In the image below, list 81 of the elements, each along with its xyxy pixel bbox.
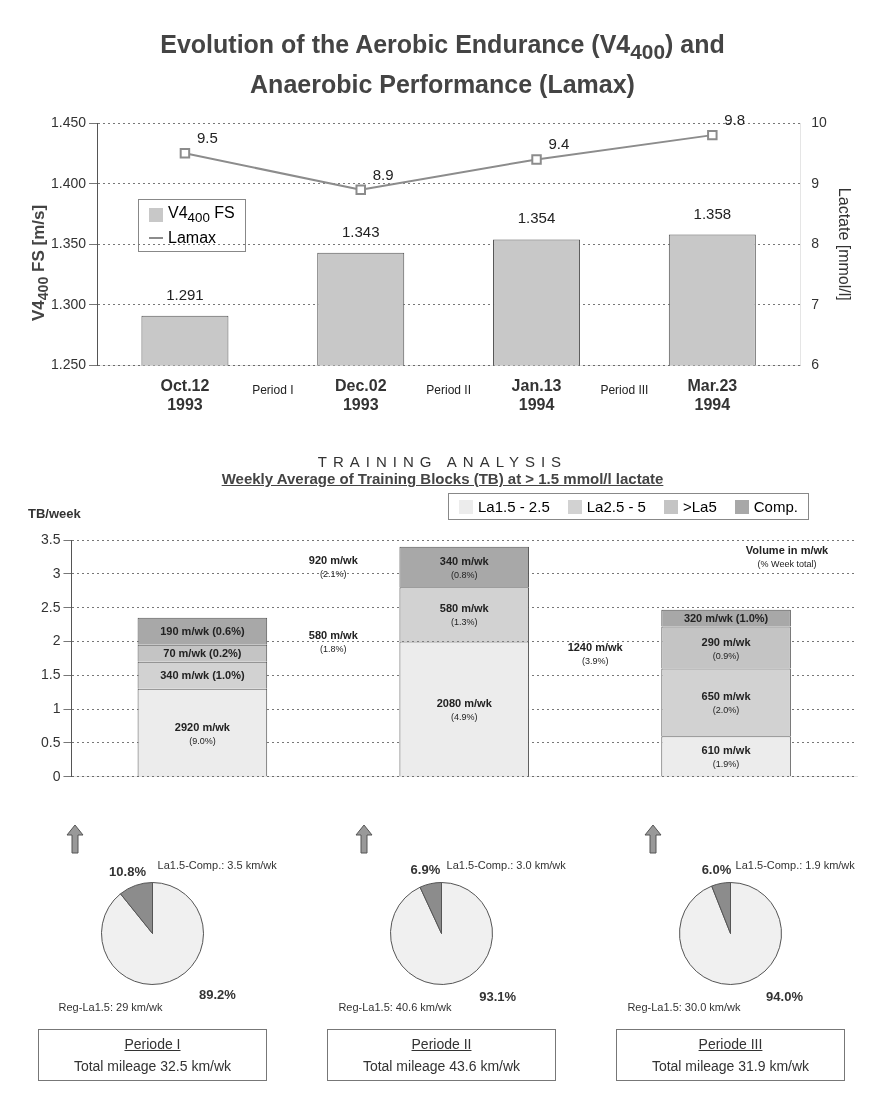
text: Total mileage 43.6 km/wk — [361, 1058, 522, 1074]
point — [531, 154, 542, 165]
y2-tick-label: 9 — [811, 174, 820, 191]
data-label: 93.1% — [479, 988, 517, 1004]
y-tick-label: 1 — [52, 700, 61, 716]
data-label: 9.8 — [724, 111, 746, 129]
data-label: 9.5 — [196, 129, 218, 147]
annotation: 290 m/wk (0.9%) — [701, 635, 752, 661]
annotation: 340 m/wk (1.0%) — [160, 669, 245, 682]
y2-axis-title: Lactate [mmol/l] — [835, 187, 853, 301]
y-tick-label: 3 — [52, 564, 61, 581]
annotation: 580 m/wk (1.8%) — [308, 629, 359, 655]
data-label: 94.0% — [766, 989, 804, 1005]
point — [355, 184, 366, 195]
y-tick-label: 1.400 — [50, 174, 87, 191]
data-label: 1.291 — [166, 285, 204, 303]
legend-label: >La5 — [682, 498, 717, 515]
annotation: 320 m/wk (1.0%) — [683, 612, 769, 625]
annotation: 580 m/wk (1.3%) — [439, 602, 490, 628]
x-tick-label: Mar.23 1994 — [687, 376, 738, 413]
data-label: 1.343 — [341, 222, 380, 240]
legend-label: Comp. — [753, 498, 798, 515]
slice-label: Reg-La1.5: 30.0 km/wk — [627, 1000, 741, 1013]
x-tick-label: Dec.02 1993 — [334, 376, 387, 413]
text: Period II — [426, 382, 471, 397]
x-tick-label: Oct.12 1993 — [160, 376, 210, 413]
y-tick-label: 1.5 — [40, 666, 61, 683]
y-tick-label: 0.5 — [40, 733, 61, 750]
chart-subtitle: Weekly Average of Training Blocks (TB) at > 1.5 mmol/l lactate — [220, 470, 665, 487]
annotation: Volume in m/wk (% Week total) — [745, 544, 830, 569]
y-tick-label: 0 — [52, 767, 61, 784]
slice-label: La1.5-Comp.: 3.0 km/wk — [446, 858, 567, 871]
y-axis-title: TB/week — [28, 506, 81, 521]
y-tick-label: 1.450 — [50, 113, 87, 130]
legend-label: La2.5 - 5 — [586, 498, 646, 515]
data-label: 1.358 — [693, 204, 732, 222]
text: Period I — [252, 382, 294, 397]
x-tick-label: Jan.13 1994 — [511, 376, 562, 413]
chart-title: Evolution of the Aerobic Endurance (V4$_{400}$) and Anaerobic Performance (Lamax) — [160, 30, 725, 98]
data-label: 9.4 — [548, 135, 570, 153]
y-tick-label: 3.5 — [40, 530, 61, 547]
annotation: 920 m/wk (2.1%) — [308, 553, 359, 579]
annotation: 650 m/wk (2.0%) — [701, 690, 752, 716]
text: Periode I — [123, 1036, 182, 1052]
text: Periode II — [410, 1036, 473, 1052]
slice-label: La1.5-Comp.: 3.5 km/wk — [157, 858, 278, 871]
annotation: 190 m/wk (0.6%) — [160, 625, 245, 638]
annotation: 70 m/wk (0.2%) — [163, 647, 242, 660]
data-label: 1.354 — [517, 209, 556, 227]
y-tick-label: 2 — [52, 632, 61, 649]
y-tick-label: 2.5 — [40, 598, 61, 615]
annotation: 2920 m/wk (9.0%) — [174, 720, 231, 746]
y2-tick-label: 7 — [811, 295, 820, 312]
annotation: 1240 m/wk (3.9%) — [567, 641, 624, 667]
text: Total mileage 32.5 km/wk — [72, 1058, 233, 1074]
data-label: 6.0% — [701, 861, 732, 877]
data-label: 10.8% — [109, 864, 147, 880]
legend-label: Lamax — [168, 229, 217, 248]
y2-tick-label: 10 — [811, 113, 828, 130]
point — [707, 129, 718, 141]
text: Periode III — [697, 1036, 764, 1052]
text: Total mileage 31.9 km/wk — [650, 1058, 811, 1074]
slice-label: Reg-La1.5: 40.6 km/wk — [338, 1000, 452, 1013]
y-tick-label: 1.250 — [50, 356, 87, 373]
data-label: 89.2% — [199, 986, 237, 1002]
y2-tick-label: 8 — [811, 235, 820, 252]
legend-label: La1.5 - 2.5 — [478, 498, 550, 515]
data-label: 8.9 — [372, 165, 394, 183]
annotation: 610 m/wk (1.9%) — [701, 744, 752, 770]
text: Period III — [600, 382, 649, 397]
y-tick-label: 1.350 — [50, 235, 87, 252]
y-tick-label: 1.300 — [50, 295, 87, 312]
annotation: 2080 m/wk (4.9%) — [436, 696, 493, 722]
point — [179, 148, 191, 159]
slice-label: La1.5-Comp.: 1.9 km/wk — [735, 858, 856, 871]
data-label: 6.9% — [410, 862, 441, 878]
y2-tick-label: 6 — [811, 356, 820, 373]
chart-title: TRAINING ANALYSIS — [316, 453, 569, 470]
legend-label: V4$_{400}$ FS — [168, 204, 235, 226]
annotation: 340 m/wk (0.8%) — [439, 555, 490, 581]
slice-label: Reg-La1.5: 29 km/wk — [58, 1000, 163, 1013]
